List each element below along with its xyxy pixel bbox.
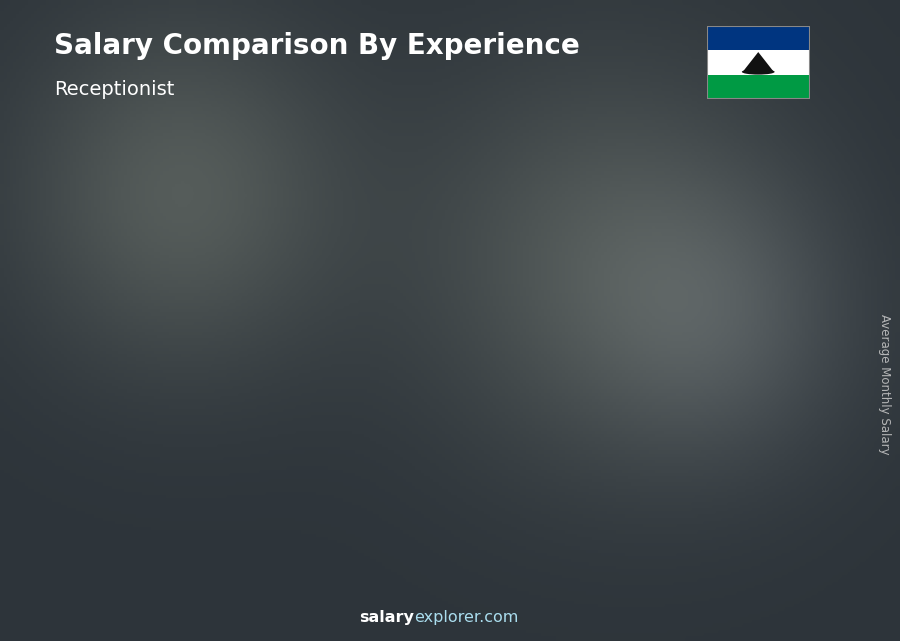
Bar [706, 26, 810, 50]
Bar [583, 283, 652, 564]
Polygon shape [88, 444, 168, 445]
Polygon shape [157, 444, 168, 564]
Bar [460, 302, 527, 564]
Text: 4,680 LSL: 4,680 LSL [329, 331, 410, 346]
Bar [706, 75, 810, 99]
Polygon shape [742, 52, 774, 72]
Polygon shape [460, 301, 540, 302]
Bar [336, 353, 404, 564]
Polygon shape [212, 410, 292, 411]
Text: 6,630 LSL: 6,630 LSL [701, 243, 782, 258]
Bar [706, 50, 810, 75]
Text: Average Monthly Salary: Average Monthly Salary [878, 314, 890, 455]
Polygon shape [280, 410, 292, 564]
Polygon shape [583, 282, 664, 283]
Bar [212, 411, 280, 564]
Text: 6,220 LSL: 6,220 LSL [577, 262, 658, 277]
Polygon shape [652, 282, 664, 564]
Text: salary: salary [359, 610, 414, 625]
Text: 3,390 LSL: 3,390 LSL [206, 390, 286, 405]
Text: explorer.com: explorer.com [414, 610, 518, 625]
Text: 2,640 LSL: 2,640 LSL [82, 424, 163, 438]
Bar [707, 264, 776, 564]
Ellipse shape [742, 69, 775, 74]
Text: +24%: +24% [402, 261, 461, 279]
Polygon shape [527, 301, 540, 564]
Polygon shape [404, 351, 416, 564]
Polygon shape [707, 263, 788, 264]
Text: Receptionist: Receptionist [54, 80, 175, 99]
Text: +29%: +29% [155, 374, 213, 392]
Text: +7%: +7% [533, 240, 579, 258]
Text: Salary Comparison By Experience: Salary Comparison By Experience [54, 32, 580, 60]
Polygon shape [336, 351, 416, 353]
Polygon shape [776, 263, 788, 564]
Text: +38%: +38% [279, 314, 337, 332]
Bar [88, 445, 157, 564]
Text: +7%: +7% [657, 219, 702, 237]
Text: 5,800 LSL: 5,800 LSL [454, 281, 535, 296]
